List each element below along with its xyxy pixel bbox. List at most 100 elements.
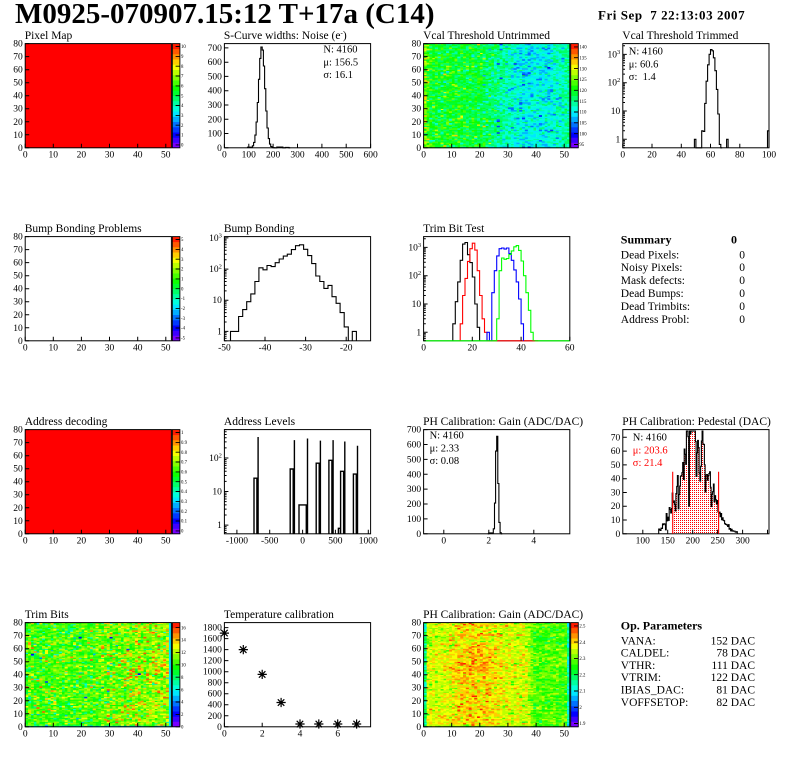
svg-text:2: 2 bbox=[486, 536, 491, 546]
svg-text:700: 700 bbox=[407, 426, 422, 436]
svg-text:100: 100 bbox=[636, 536, 651, 546]
svg-text:103: 103 bbox=[608, 49, 621, 61]
svg-text:-500: -500 bbox=[261, 536, 279, 546]
svg-text:105: 105 bbox=[579, 122, 587, 127]
svg-text:30: 30 bbox=[13, 684, 23, 694]
svg-text:125: 125 bbox=[579, 78, 587, 83]
svg-text:50: 50 bbox=[13, 272, 23, 282]
svg-text:40: 40 bbox=[611, 475, 621, 485]
svg-text:2: 2 bbox=[181, 713, 184, 718]
svg-text:100: 100 bbox=[579, 132, 587, 137]
svg-text:30: 30 bbox=[105, 150, 115, 160]
svg-text:1: 1 bbox=[217, 327, 222, 337]
svg-text:40: 40 bbox=[13, 671, 23, 681]
svg-text:40: 40 bbox=[133, 150, 143, 160]
svg-text:N: 4160: N: 4160 bbox=[629, 47, 663, 58]
svg-text:0: 0 bbox=[181, 726, 184, 731]
svg-text:600: 600 bbox=[407, 441, 422, 451]
svg-text:152 DAC: 152 DAC bbox=[711, 635, 756, 647]
svg-text:10: 10 bbox=[13, 517, 23, 527]
svg-text:σ: 21.4: σ: 21.4 bbox=[633, 458, 663, 469]
svg-text:500: 500 bbox=[339, 150, 354, 160]
svg-text:0: 0 bbox=[416, 723, 421, 733]
svg-text:PH Calibration: Pedestal (DAC): PH Calibration: Pedestal (DAC) bbox=[622, 416, 771, 428]
svg-text:0.7: 0.7 bbox=[181, 461, 188, 466]
svg-text:100: 100 bbox=[242, 150, 257, 160]
svg-text:200: 200 bbox=[686, 536, 701, 546]
svg-text:VOFFSETOP:: VOFFSETOP: bbox=[621, 697, 689, 709]
svg-text:20: 20 bbox=[13, 118, 23, 128]
svg-text:1200: 1200 bbox=[203, 657, 222, 667]
svg-text:Trim Bits: Trim Bits bbox=[25, 609, 70, 621]
svg-text:0: 0 bbox=[421, 729, 426, 739]
svg-text:40: 40 bbox=[133, 729, 143, 739]
svg-text:40: 40 bbox=[13, 478, 23, 488]
svg-text:1.9: 1.9 bbox=[579, 722, 586, 727]
svg-text:0: 0 bbox=[222, 729, 227, 739]
svg-text:0.8: 0.8 bbox=[181, 451, 188, 456]
svg-text:60: 60 bbox=[13, 259, 23, 269]
svg-text:70: 70 bbox=[13, 439, 23, 449]
svg-text:135: 135 bbox=[579, 56, 587, 61]
svg-text:6: 6 bbox=[181, 688, 184, 693]
svg-text:σ: 0.08: σ: 0.08 bbox=[430, 456, 460, 467]
svg-text:60: 60 bbox=[706, 150, 716, 160]
svg-text:103: 103 bbox=[408, 242, 421, 254]
svg-text:70: 70 bbox=[13, 53, 23, 63]
svg-text:50: 50 bbox=[412, 79, 422, 89]
svg-text:PH Calibration: Gain (ADC/DAC): PH Calibration: Gain (ADC/DAC) bbox=[423, 416, 583, 428]
svg-text:82 DAC: 82 DAC bbox=[716, 697, 755, 709]
svg-text:10: 10 bbox=[447, 150, 457, 160]
svg-text:40: 40 bbox=[133, 536, 143, 546]
svg-text:0: 0 bbox=[416, 144, 421, 154]
svg-text:400: 400 bbox=[315, 150, 330, 160]
svg-text:7: 7 bbox=[181, 75, 184, 80]
svg-text:10: 10 bbox=[49, 536, 59, 546]
svg-text:3: 3 bbox=[181, 258, 184, 263]
svg-text:30: 30 bbox=[503, 729, 513, 739]
svg-text:N: 4160: N: 4160 bbox=[430, 431, 464, 442]
svg-text:CALDEL:: CALDEL: bbox=[621, 648, 670, 660]
svg-text:Mask defects:: Mask defects: bbox=[621, 275, 685, 287]
svg-text:2: 2 bbox=[181, 124, 184, 129]
svg-text:70: 70 bbox=[611, 433, 621, 443]
svg-text:50: 50 bbox=[13, 465, 23, 475]
svg-text:10: 10 bbox=[412, 710, 422, 720]
svg-text:2.4: 2.4 bbox=[579, 641, 586, 646]
svg-text:0: 0 bbox=[739, 249, 745, 261]
svg-text:VTRIM:: VTRIM: bbox=[621, 672, 661, 684]
svg-text:-5: -5 bbox=[181, 337, 186, 342]
svg-text:16: 16 bbox=[181, 626, 186, 631]
svg-text:0: 0 bbox=[18, 337, 23, 347]
svg-text:-1000: -1000 bbox=[226, 536, 248, 546]
svg-text:0: 0 bbox=[416, 530, 421, 540]
svg-text:30: 30 bbox=[105, 729, 115, 739]
svg-text:2.5: 2.5 bbox=[579, 625, 586, 630]
svg-text:50: 50 bbox=[412, 658, 422, 668]
svg-text:5: 5 bbox=[181, 94, 184, 99]
svg-text:10: 10 bbox=[13, 131, 23, 141]
svg-text:20: 20 bbox=[13, 311, 23, 321]
svg-text:800: 800 bbox=[208, 679, 223, 689]
svg-text:0: 0 bbox=[616, 530, 621, 540]
svg-text:IBIAS_DAC:: IBIAS_DAC: bbox=[621, 685, 684, 697]
svg-text:20: 20 bbox=[13, 504, 23, 514]
svg-text:111 DAC: 111 DAC bbox=[711, 660, 755, 672]
svg-text:Dead Pixels:: Dead Pixels: bbox=[621, 249, 679, 261]
svg-text:20: 20 bbox=[475, 729, 485, 739]
svg-text:-50: -50 bbox=[218, 343, 231, 353]
svg-text:30: 30 bbox=[105, 536, 115, 546]
svg-text:10: 10 bbox=[412, 300, 422, 310]
svg-text:Op. Parameters: Op. Parameters bbox=[621, 619, 703, 633]
svg-text:Noisy Pixels:: Noisy Pixels: bbox=[621, 262, 683, 274]
svg-text:1: 1 bbox=[181, 134, 184, 139]
svg-text:200: 200 bbox=[208, 115, 223, 125]
svg-text:50: 50 bbox=[13, 658, 23, 668]
svg-text:σ: 1.4: σ: 1.4 bbox=[629, 72, 657, 83]
svg-text:0.4: 0.4 bbox=[181, 490, 188, 495]
svg-text:100: 100 bbox=[208, 130, 223, 140]
svg-text:300: 300 bbox=[735, 536, 750, 546]
svg-text:10: 10 bbox=[49, 343, 59, 353]
svg-text:50: 50 bbox=[559, 729, 569, 739]
svg-text:Vcal Threshold Trimmed: Vcal Threshold Trimmed bbox=[622, 30, 738, 42]
